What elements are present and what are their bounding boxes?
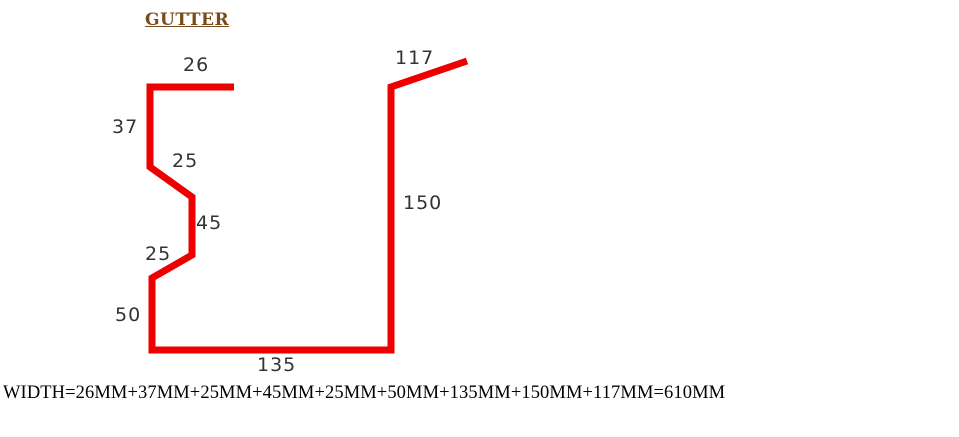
dim-label-back-lip: 117 — [395, 47, 435, 69]
dim-label-lower-slope: 25 — [145, 243, 172, 265]
dim-label-lower-vertical: 50 — [115, 304, 142, 326]
dim-label-upper-vertical: 37 — [112, 116, 139, 138]
dim-label-bottom: 135 — [257, 354, 297, 376]
dim-label-middle-vertical: 45 — [196, 212, 223, 234]
diagram-title: GUTTER — [145, 10, 230, 30]
width-formula: WIDTH=26MM+37MM+25MM+45MM+25MM+50MM+135M… — [3, 383, 726, 403]
dim-label-upper-slope: 25 — [172, 150, 199, 172]
dim-label-top-flange: 26 — [183, 54, 210, 76]
gutter-profile-line — [146, 57, 469, 354]
dim-label-back-wall: 150 — [403, 192, 443, 214]
